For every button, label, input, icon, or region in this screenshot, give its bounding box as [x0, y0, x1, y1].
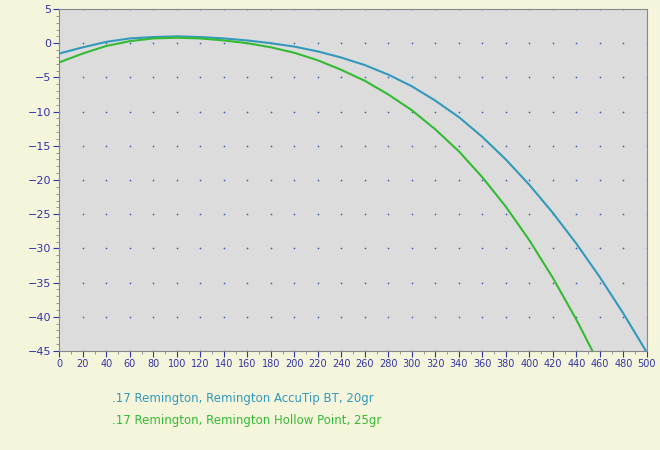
Text: .17 Remington, Remington AccuTip BT, 20gr: .17 Remington, Remington AccuTip BT, 20g…	[112, 392, 374, 405]
Text: .17 Remington, Remington Hollow Point, 25gr: .17 Remington, Remington Hollow Point, 2…	[112, 414, 381, 427]
